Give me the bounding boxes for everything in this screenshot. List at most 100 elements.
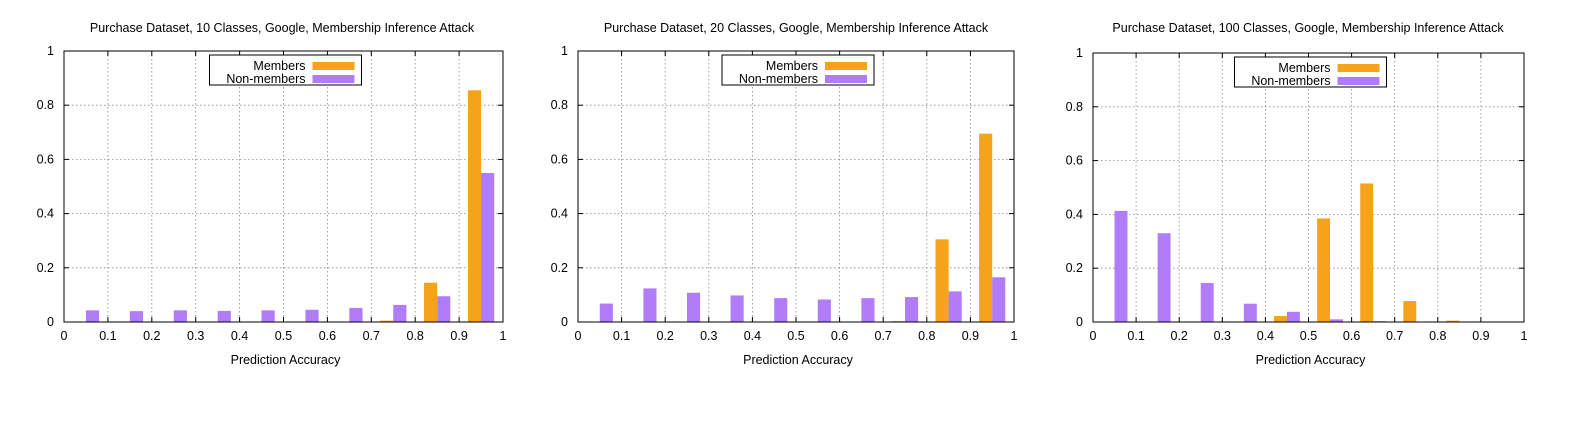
x-axis-label: Prediction Accuracy bbox=[1256, 353, 1367, 367]
chart-panel-1: Purchase Dataset, 10 Classes, Google, Me… bbox=[37, 21, 507, 367]
chart-panel-3: Purchase Dataset, 100 Classes, Google, M… bbox=[1066, 21, 1528, 367]
non-members-bar bbox=[1200, 282, 1214, 322]
non-members-bar bbox=[599, 303, 613, 322]
y-tick-label: 0.4 bbox=[37, 207, 54, 221]
x-tick-label: 0.3 bbox=[700, 329, 717, 343]
x-tick-label: 0.5 bbox=[1300, 329, 1317, 343]
x-tick-label: 0.4 bbox=[1257, 329, 1274, 343]
y-tick-label: 0.2 bbox=[1066, 261, 1083, 275]
x-tick-label: 0.3 bbox=[1214, 329, 1231, 343]
non-members-bar bbox=[992, 277, 1006, 322]
y-tick-label: 0 bbox=[561, 315, 568, 329]
chart-title: Purchase Dataset, 100 Classes, Google, M… bbox=[1112, 21, 1504, 35]
non-members-bar bbox=[1330, 319, 1343, 322]
x-tick-label: 0.9 bbox=[450, 329, 467, 343]
non-members-bar bbox=[393, 304, 407, 322]
y-tick-label: 1 bbox=[47, 44, 54, 58]
x-tick-label: 0 bbox=[61, 329, 68, 343]
non-members-bar bbox=[173, 310, 187, 322]
legend-label: Members bbox=[766, 59, 818, 73]
members-bar bbox=[979, 133, 993, 322]
x-tick-label: 0.7 bbox=[363, 329, 380, 343]
x-tick-label: 0.7 bbox=[875, 329, 892, 343]
non-members-bar bbox=[948, 291, 962, 322]
x-tick-label: 0.1 bbox=[1127, 329, 1144, 343]
non-members-bar bbox=[643, 288, 657, 322]
non-members-bar bbox=[481, 172, 495, 322]
y-tick-label: 1 bbox=[1076, 46, 1083, 60]
x-tick-label: 0.2 bbox=[143, 329, 160, 343]
y-tick-label: 0.8 bbox=[37, 98, 54, 112]
x-tick-label: 0.5 bbox=[275, 329, 292, 343]
chart-panel-2: Purchase Dataset, 20 Classes, Google, Me… bbox=[551, 21, 1018, 367]
non-members-bar bbox=[85, 310, 100, 322]
non-members-bar bbox=[1157, 233, 1171, 322]
legend-label: Non-members bbox=[226, 72, 305, 86]
x-tick-label: 0.4 bbox=[744, 329, 761, 343]
non-members-bar bbox=[129, 311, 144, 322]
members-bar bbox=[1317, 218, 1331, 322]
non-members-bar bbox=[905, 297, 919, 322]
members-bar bbox=[423, 282, 438, 322]
x-tick-label: 0.2 bbox=[1171, 329, 1188, 343]
legend-swatch-non-members bbox=[1337, 77, 1380, 85]
x-tick-label: 0.2 bbox=[657, 329, 674, 343]
y-tick-label: 0.2 bbox=[551, 261, 568, 275]
legend-swatch-non-members bbox=[825, 75, 867, 83]
members-bar bbox=[1403, 301, 1417, 322]
x-tick-label: 0.1 bbox=[99, 329, 116, 343]
x-axis-label: Prediction Accuracy bbox=[231, 353, 342, 367]
non-members-bar bbox=[730, 295, 744, 322]
legend-swatch-members bbox=[1337, 64, 1380, 72]
x-tick-label: 0.8 bbox=[1429, 329, 1446, 343]
x-tick-label: 0.1 bbox=[613, 329, 630, 343]
x-tick-label: 0.6 bbox=[319, 329, 336, 343]
x-tick-label: 0.6 bbox=[831, 329, 848, 343]
legend-swatch-members bbox=[312, 62, 355, 70]
non-members-bar bbox=[437, 296, 451, 322]
x-tick-label: 1 bbox=[1521, 329, 1528, 343]
legend-label: Members bbox=[1278, 61, 1330, 75]
x-tick-label: 0.8 bbox=[918, 329, 935, 343]
y-tick-label: 0.6 bbox=[1066, 154, 1083, 168]
y-tick-label: 0.8 bbox=[1066, 100, 1083, 114]
members-bar bbox=[935, 239, 949, 322]
x-axis-label: Prediction Accuracy bbox=[743, 353, 854, 367]
non-members-bar bbox=[217, 310, 231, 322]
x-tick-label: 0.3 bbox=[187, 329, 204, 343]
y-tick-label: 0.4 bbox=[1066, 207, 1083, 221]
y-tick-label: 0 bbox=[1076, 315, 1083, 329]
non-members-bar bbox=[687, 292, 701, 322]
chart-title: Purchase Dataset, 20 Classes, Google, Me… bbox=[604, 21, 989, 35]
chart-title: Purchase Dataset, 10 Classes, Google, Me… bbox=[90, 21, 475, 35]
members-bar bbox=[1274, 316, 1287, 322]
x-tick-label: 0.4 bbox=[231, 329, 248, 343]
y-tick-label: 0.6 bbox=[551, 152, 568, 166]
x-tick-label: 0 bbox=[575, 329, 582, 343]
x-tick-label: 1 bbox=[1011, 329, 1018, 343]
x-tick-label: 0.9 bbox=[1472, 329, 1489, 343]
y-tick-label: 0.2 bbox=[37, 261, 54, 275]
non-members-bar bbox=[1243, 303, 1257, 322]
y-tick-label: 0.6 bbox=[37, 152, 54, 166]
non-members-bar bbox=[305, 309, 319, 322]
non-members-bar bbox=[261, 310, 275, 322]
members-bar bbox=[467, 90, 482, 322]
x-tick-label: 0.9 bbox=[962, 329, 979, 343]
legend-swatch-non-members bbox=[312, 75, 355, 83]
x-tick-label: 0.6 bbox=[1343, 329, 1360, 343]
legend-swatch-members bbox=[825, 62, 867, 70]
y-tick-label: 0.4 bbox=[551, 207, 568, 221]
non-members-bar bbox=[861, 298, 875, 322]
members-bar bbox=[1360, 183, 1374, 322]
non-members-bar bbox=[774, 298, 788, 322]
y-tick-label: 0 bbox=[47, 315, 54, 329]
x-tick-label: 0 bbox=[1090, 329, 1097, 343]
y-tick-label: 1 bbox=[561, 44, 568, 58]
members-bar bbox=[380, 320, 394, 322]
legend-label: Non-members bbox=[1251, 74, 1330, 88]
